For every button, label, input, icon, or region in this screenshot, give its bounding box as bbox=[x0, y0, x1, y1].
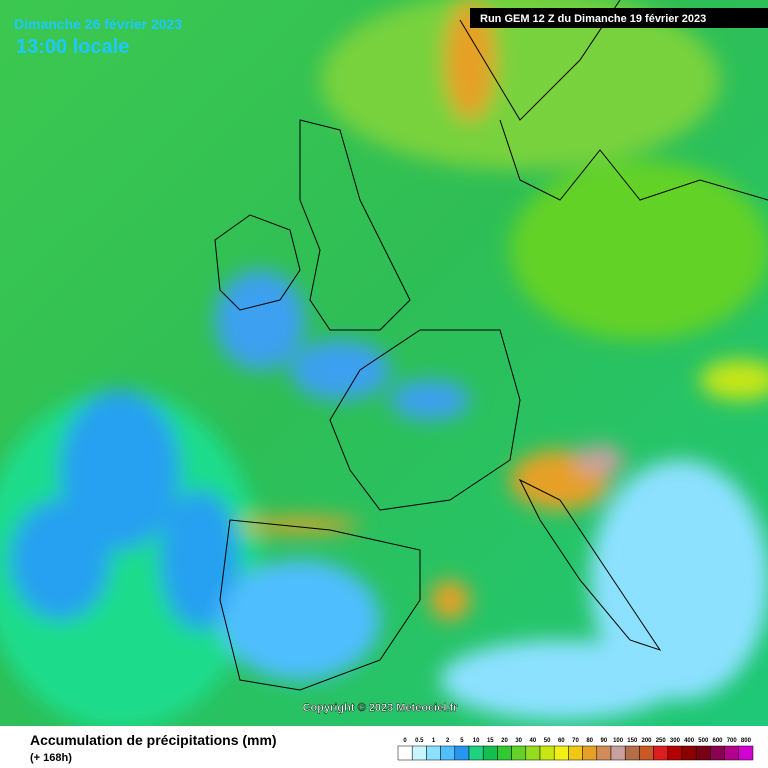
legend-label: 100 bbox=[613, 738, 624, 744]
legend-swatch bbox=[468, 745, 484, 761]
legend-label: 700 bbox=[727, 738, 738, 744]
legend-swatch bbox=[610, 745, 626, 761]
legend-swatch bbox=[497, 745, 512, 761]
legend-label: 30 bbox=[515, 738, 522, 744]
legend-swatch bbox=[582, 745, 598, 761]
time-label: 13:00 locale bbox=[16, 36, 129, 58]
legend-swatch bbox=[454, 745, 470, 761]
legend-swatch bbox=[738, 745, 754, 761]
legend-label: 200 bbox=[641, 738, 652, 744]
legend-label: 20 bbox=[501, 738, 508, 744]
legend-label: 500 bbox=[698, 738, 709, 744]
legend-swatch bbox=[681, 745, 697, 761]
copyright: Copyright © 2023 Meteociel.fr bbox=[303, 702, 459, 714]
legend-label: 5 bbox=[460, 738, 464, 744]
legend-swatch bbox=[667, 745, 683, 761]
legend-swatch bbox=[639, 745, 654, 761]
legend-label: 250 bbox=[656, 738, 667, 744]
legend-swatch bbox=[596, 745, 612, 761]
legend-swatch bbox=[525, 745, 541, 761]
legend-label: 1 bbox=[432, 738, 436, 744]
date-label: Dimanche 26 février 2023 bbox=[14, 16, 182, 32]
legend-swatch bbox=[511, 745, 527, 761]
legend: 0 0.5 1 2 5 10 15 20 30 40 50 60 70 80 90 100 150 200 250 3… bbox=[397, 738, 754, 761]
legend-label: 70 bbox=[572, 738, 579, 744]
legend-label: 2 bbox=[446, 738, 450, 744]
legend-label: 600 bbox=[712, 738, 723, 744]
run-banner bbox=[470, 8, 768, 28]
legend-label: 150 bbox=[627, 738, 638, 744]
legend-swatch bbox=[724, 745, 740, 761]
legend-swatch bbox=[695, 745, 711, 761]
legend-title: Accumulation de précipitations (mm) bbox=[30, 732, 277, 748]
legend-swatch bbox=[710, 745, 725, 761]
legend-swatch bbox=[397, 745, 413, 761]
run-label: Run GEM 12 Z du Dimanche 19 février 2023 bbox=[480, 13, 706, 25]
legend-swatch bbox=[624, 745, 640, 761]
legend-label: 0 bbox=[403, 738, 407, 744]
legend-label: 0.5 bbox=[415, 738, 424, 744]
legend-subtitle: (+ 168h) bbox=[30, 752, 72, 764]
legend-swatch bbox=[553, 745, 569, 761]
legend-label: 80 bbox=[586, 738, 593, 744]
legend-swatch bbox=[568, 745, 583, 761]
legend-label: 15 bbox=[487, 738, 494, 744]
legend-swatch bbox=[426, 745, 441, 761]
legend-swatch bbox=[482, 745, 498, 761]
legend-swatch bbox=[653, 745, 669, 761]
map: Copyright © 2023 Meteociel.fr bbox=[0, 0, 768, 730]
legend-label: 300 bbox=[670, 738, 681, 744]
legend-label: 90 bbox=[601, 738, 608, 744]
legend-swatch bbox=[539, 745, 555, 761]
legend-label: 40 bbox=[530, 738, 537, 744]
legend-label: 50 bbox=[544, 738, 551, 744]
legend-label: 60 bbox=[558, 738, 565, 744]
legend-label: 400 bbox=[684, 738, 695, 744]
legend-swatch bbox=[440, 745, 456, 761]
legend-label: 800 bbox=[741, 738, 752, 744]
legend-label: 10 bbox=[473, 738, 480, 744]
legend-swatch bbox=[411, 745, 427, 761]
